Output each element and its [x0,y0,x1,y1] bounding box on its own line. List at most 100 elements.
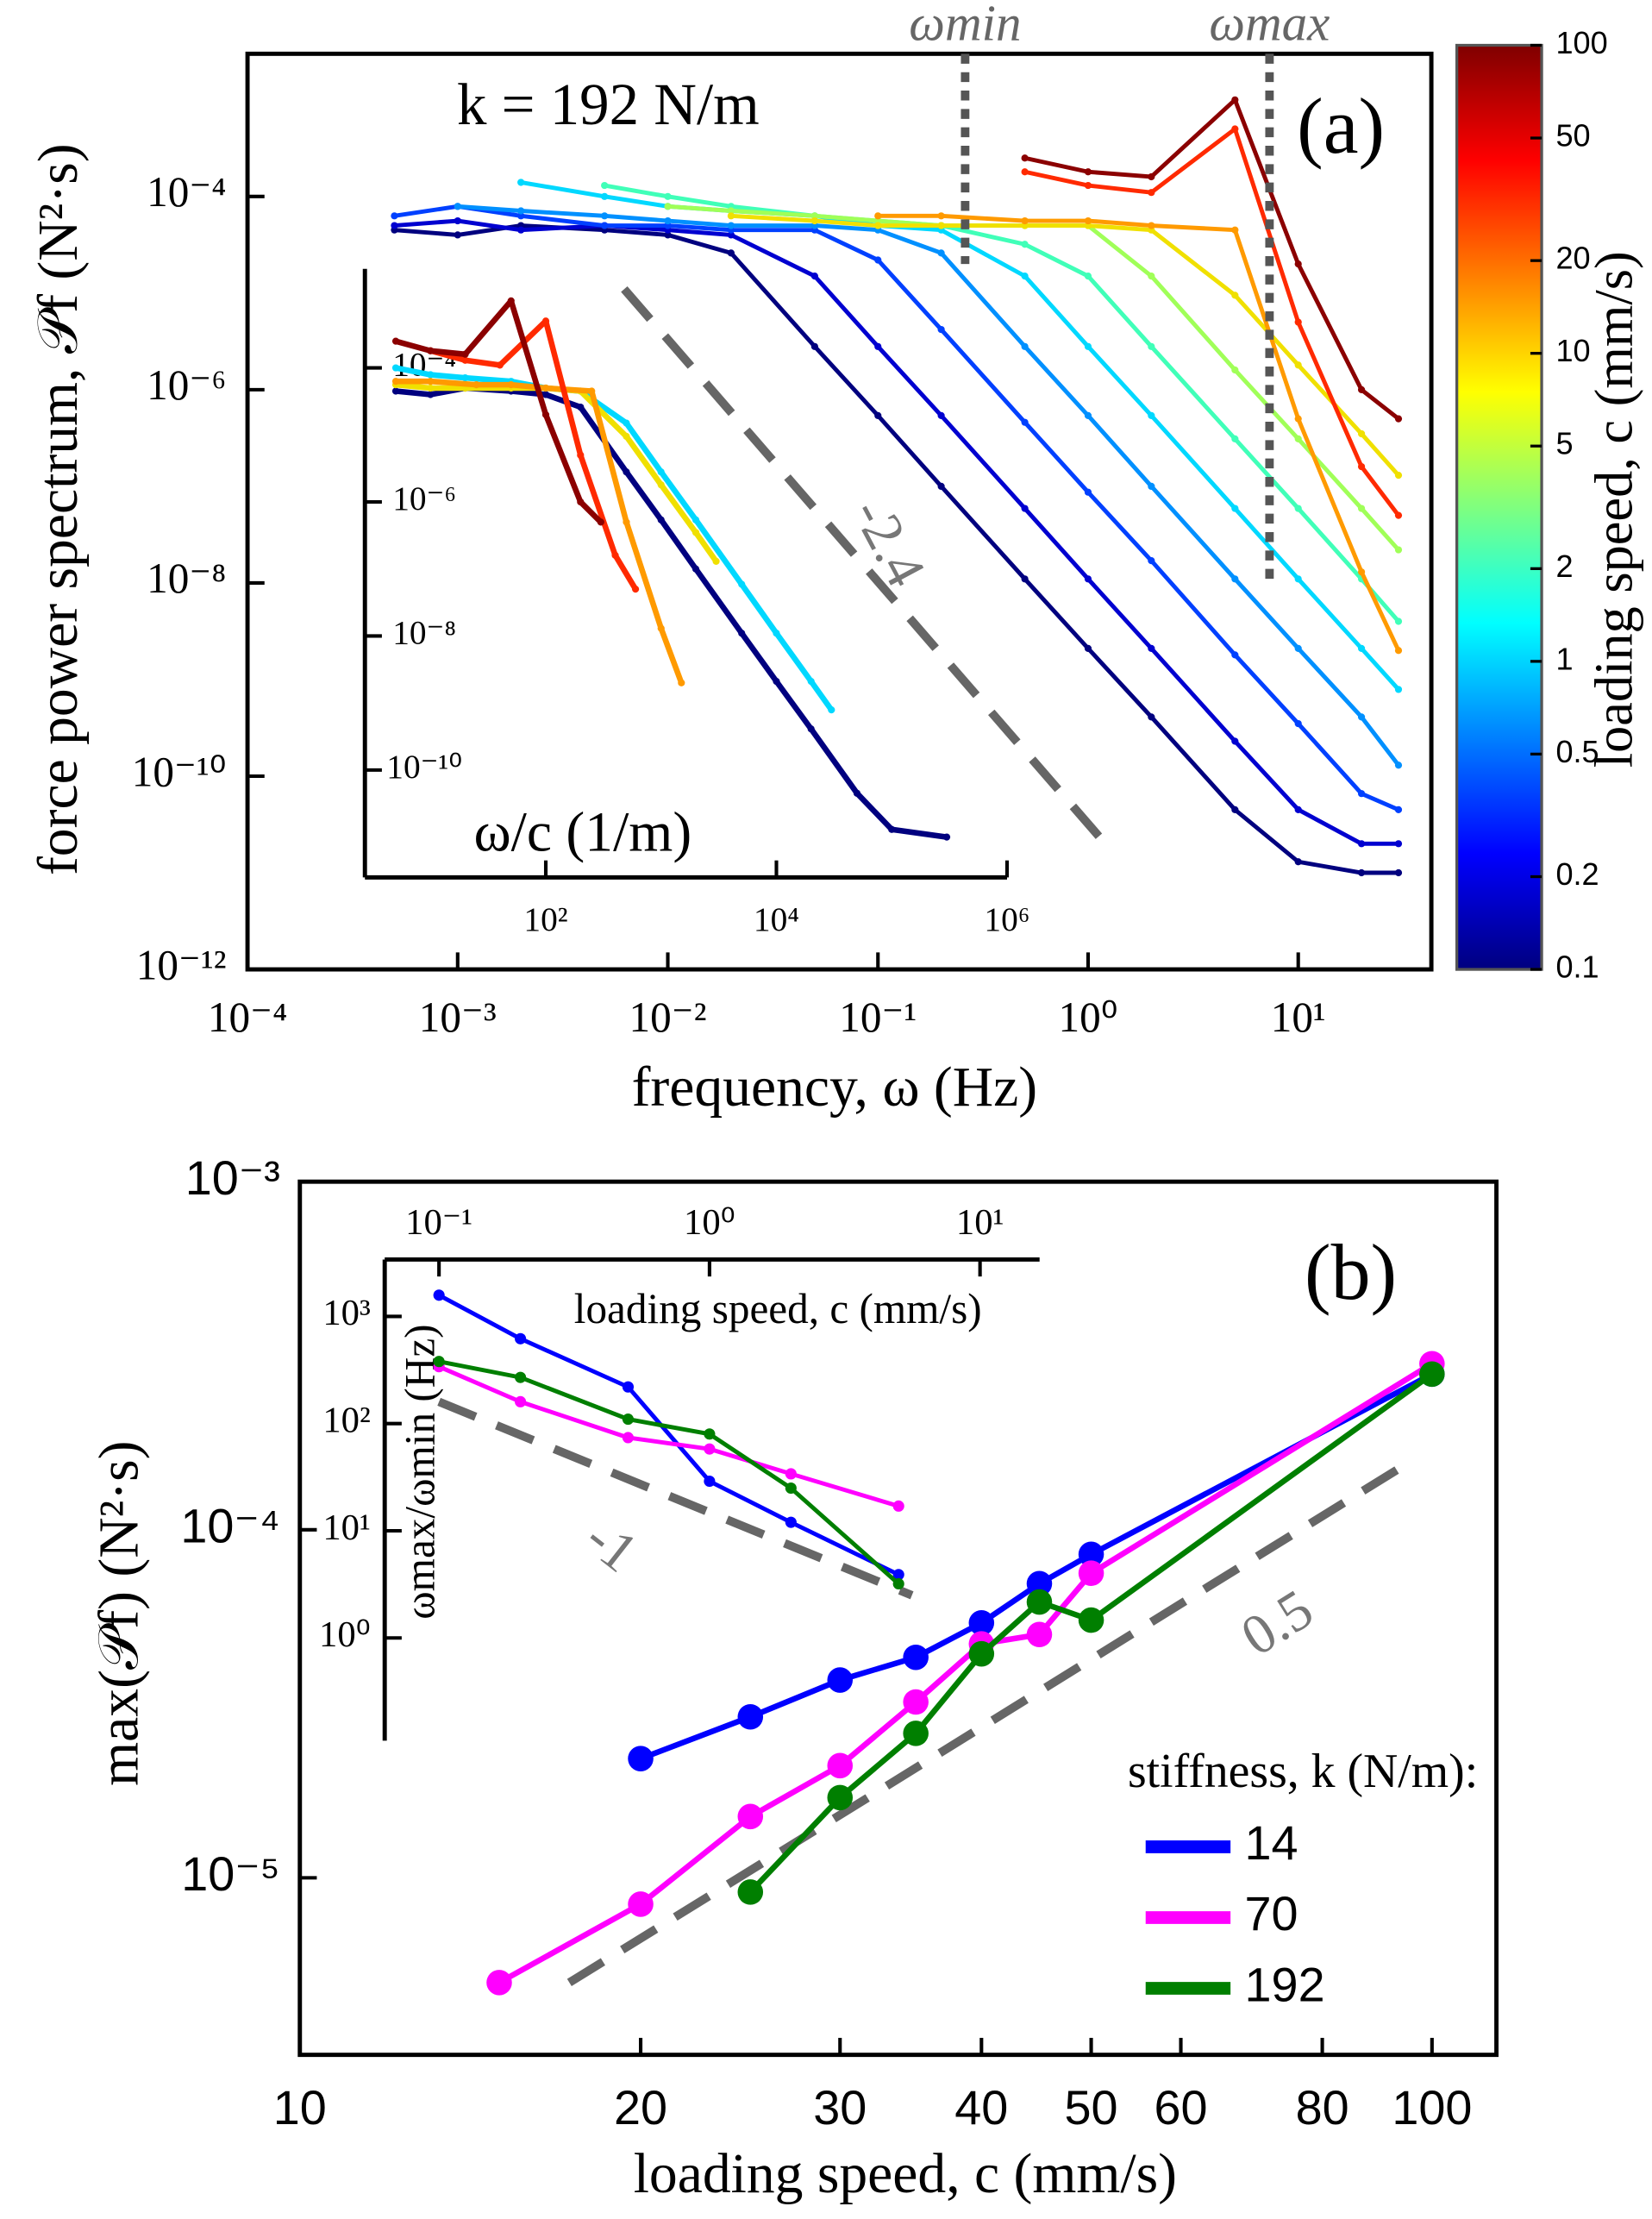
colorbar [1455,43,1543,971]
colorbar-tick-label: 50 [1555,118,1590,154]
data-point [601,192,609,200]
data-point [737,1803,764,1830]
data-point [577,498,585,506]
data-point [664,203,672,210]
y-tick-label: 10⁻¹⁰ [386,748,462,786]
data-point [738,580,746,588]
guide-label: 0.5 [1231,1578,1324,1669]
series-line [395,365,834,712]
data-point [664,192,672,200]
data-point [541,384,550,392]
x-tick-label: 100 [1392,2081,1472,2134]
data-point [517,212,525,220]
data-point [827,1667,854,1693]
data-point [1084,168,1092,176]
data-point [611,551,619,559]
x-tick-label: 10⁻⁴ [208,994,287,1041]
data-point [712,557,720,565]
x-tick-label: 10⁻¹ [405,1202,472,1243]
data-point [515,1395,527,1407]
data-point [601,212,609,220]
y-tick-label: 10³ [322,1293,370,1333]
data-point [1394,546,1403,554]
legend-label: 192 [1245,1958,1325,2011]
data-point [1084,575,1092,583]
data-point [601,181,609,190]
series-line [437,1293,900,1577]
data-point [577,403,585,411]
data-point [622,1414,635,1426]
data-point [1294,644,1302,652]
data-point [874,222,882,229]
data-point [738,630,746,637]
data-point [1357,868,1366,877]
data-point [1357,840,1366,848]
data-point [1231,96,1239,103]
data-point [1294,361,1302,369]
data-point [1084,273,1092,280]
plot-frame [245,51,1434,972]
data-point [1231,651,1239,659]
data-point [657,481,665,489]
data-point [968,1640,995,1667]
data-point [937,249,945,257]
marker-label: ωmin [909,0,1021,51]
x-tick-label: 10⁰ [684,1202,735,1243]
data-point [433,1289,445,1301]
data-point [1357,568,1366,576]
data-point [628,1891,654,1917]
data-point [454,231,461,239]
data-point [1021,575,1029,583]
data-point [691,529,700,536]
data-point [427,347,435,354]
data-point [507,381,515,389]
data-point [588,387,596,395]
guide-label: -1 [573,1507,648,1584]
x-tick-label: 10¹ [1271,994,1326,1041]
data-point [623,468,630,476]
data-point [1357,644,1366,652]
data-point [427,378,435,386]
data-point [391,212,398,220]
data-point [515,1332,527,1345]
data-point [1084,488,1092,496]
data-point [810,212,818,220]
data-point [1148,189,1155,197]
data-point [903,1721,929,1746]
colorbar-tick-label: 10 [1555,333,1590,368]
data-point [1148,713,1155,721]
colorbar-tick-label: 0.1 [1555,950,1599,985]
x-tick-label: 60 [1155,2081,1208,2134]
x-axis-label: ω/c (1/m) [474,801,692,863]
data-point [1148,172,1155,181]
data-point [1357,429,1366,438]
data-point [874,342,882,350]
data-point [391,337,400,345]
data-point [903,1689,929,1715]
data-point [517,179,525,186]
data-point [628,1746,654,1771]
colorbar-tick-label: 1 [1555,641,1573,676]
data-point [888,825,896,833]
annotation: k = 192 N/m [457,72,760,137]
data-point [1231,291,1239,299]
series-line [438,1364,899,1508]
data-point [1231,226,1239,234]
data-point [810,342,818,350]
data-point [773,678,780,686]
data-point [664,216,672,225]
data-point [391,378,400,386]
data-point [631,586,640,593]
data-point [597,518,604,526]
data-point [1148,411,1155,419]
data-point [785,1468,797,1480]
x-tick-label: 80 [1296,2081,1349,2134]
legend-title: stiffness, k (N/m): [1128,1745,1478,1798]
series-line [395,381,719,563]
y-axis-label: max(𝒫f) (N²·s) [88,1440,150,1785]
data-point [737,1879,764,1905]
data-point [1394,762,1403,769]
data-point [1084,411,1092,419]
data-point [657,468,665,476]
